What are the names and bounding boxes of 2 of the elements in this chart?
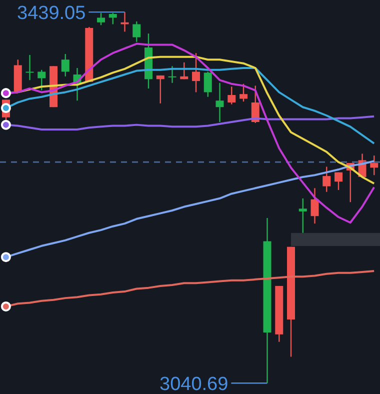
annotation: 3040.69: [160, 374, 228, 394]
annotation: 3439.05: [17, 3, 86, 24]
